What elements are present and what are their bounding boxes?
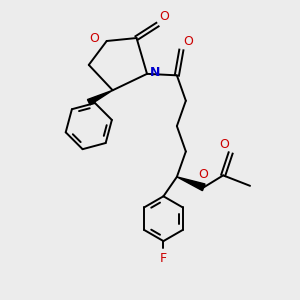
Text: O: O xyxy=(219,138,229,151)
Text: N: N xyxy=(150,66,160,79)
Text: F: F xyxy=(160,251,167,265)
Polygon shape xyxy=(87,90,113,105)
Text: O: O xyxy=(183,35,193,49)
Text: O: O xyxy=(89,32,99,45)
Polygon shape xyxy=(177,177,205,191)
Text: O: O xyxy=(198,168,208,182)
Text: O: O xyxy=(159,10,169,23)
